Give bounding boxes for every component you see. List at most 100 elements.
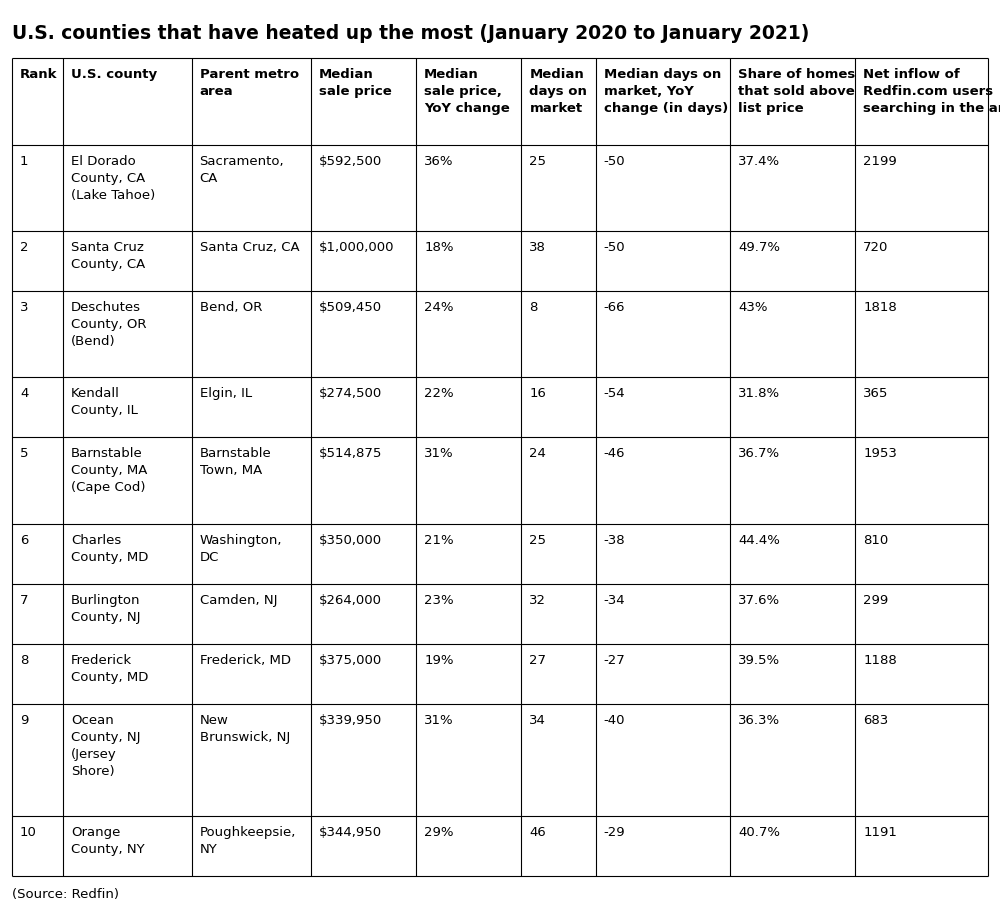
Text: 683: 683 bbox=[863, 713, 889, 726]
Text: Burlington
County, NJ: Burlington County, NJ bbox=[71, 593, 140, 623]
Text: 1953: 1953 bbox=[863, 447, 897, 460]
Text: Frederick
County, MD: Frederick County, MD bbox=[71, 653, 148, 683]
Text: 37.4%: 37.4% bbox=[738, 155, 780, 168]
Text: $509,450: $509,450 bbox=[319, 301, 382, 313]
Text: -46: -46 bbox=[604, 447, 625, 460]
Text: 36.3%: 36.3% bbox=[738, 713, 780, 726]
Text: 1188: 1188 bbox=[863, 653, 897, 666]
Text: 8: 8 bbox=[529, 301, 538, 313]
Text: 1818: 1818 bbox=[863, 301, 897, 313]
Text: 38: 38 bbox=[529, 241, 546, 254]
Text: Median days on
market, YoY
change (in days): Median days on market, YoY change (in da… bbox=[604, 68, 728, 116]
Text: -54: -54 bbox=[604, 387, 625, 400]
Text: $274,500: $274,500 bbox=[319, 387, 382, 400]
Text: Santa Cruz, CA: Santa Cruz, CA bbox=[200, 241, 299, 254]
Text: Median
sale price: Median sale price bbox=[319, 68, 391, 98]
Text: 3: 3 bbox=[20, 301, 28, 313]
Text: U.S. counties that have heated up the most (January 2020 to January 2021): U.S. counties that have heated up the mo… bbox=[12, 24, 809, 43]
Text: 720: 720 bbox=[863, 241, 889, 254]
Text: Ocean
County, NJ
(Jersey
Shore): Ocean County, NJ (Jersey Shore) bbox=[71, 713, 140, 777]
Text: 1191: 1191 bbox=[863, 825, 897, 838]
Text: Bend, OR: Bend, OR bbox=[200, 301, 262, 313]
Text: $592,500: $592,500 bbox=[319, 155, 382, 168]
Text: El Dorado
County, CA
(Lake Tahoe): El Dorado County, CA (Lake Tahoe) bbox=[71, 155, 155, 201]
Text: 46: 46 bbox=[529, 825, 546, 838]
Text: 8: 8 bbox=[20, 653, 28, 666]
Text: Washington,
DC: Washington, DC bbox=[200, 533, 282, 563]
Text: 25: 25 bbox=[529, 155, 546, 168]
Text: 16: 16 bbox=[529, 387, 546, 400]
Text: 29%: 29% bbox=[424, 825, 454, 838]
Text: 43%: 43% bbox=[738, 301, 768, 313]
Text: Median
days on
market: Median days on market bbox=[529, 68, 587, 116]
Text: 36%: 36% bbox=[424, 155, 454, 168]
Text: $344,950: $344,950 bbox=[319, 825, 382, 838]
Text: -38: -38 bbox=[604, 533, 625, 547]
Text: 24: 24 bbox=[529, 447, 546, 460]
Text: -29: -29 bbox=[604, 825, 625, 838]
Text: 49.7%: 49.7% bbox=[738, 241, 780, 254]
Text: 31.8%: 31.8% bbox=[738, 387, 780, 400]
Text: 299: 299 bbox=[863, 593, 889, 606]
Text: 27: 27 bbox=[529, 653, 546, 666]
Text: Barnstable
County, MA
(Cape Cod): Barnstable County, MA (Cape Cod) bbox=[71, 447, 147, 494]
Text: 44.4%: 44.4% bbox=[738, 533, 780, 547]
Text: 365: 365 bbox=[863, 387, 889, 400]
Text: (Source: Redfin): (Source: Redfin) bbox=[12, 887, 119, 900]
Text: Kendall
County, IL: Kendall County, IL bbox=[71, 387, 138, 417]
Text: 32: 32 bbox=[529, 593, 546, 606]
Text: 18%: 18% bbox=[424, 241, 454, 254]
Text: Rank: Rank bbox=[20, 68, 58, 81]
Text: 2199: 2199 bbox=[863, 155, 897, 168]
Text: 31%: 31% bbox=[424, 447, 454, 460]
Text: 34: 34 bbox=[529, 713, 546, 726]
Text: 31%: 31% bbox=[424, 713, 454, 726]
Text: 4: 4 bbox=[20, 387, 28, 400]
Text: 40.7%: 40.7% bbox=[738, 825, 780, 838]
Text: Elgin, IL: Elgin, IL bbox=[200, 387, 252, 400]
Text: U.S. county: U.S. county bbox=[71, 68, 157, 81]
Text: -50: -50 bbox=[604, 155, 625, 168]
Text: Orange
County, NY: Orange County, NY bbox=[71, 825, 144, 855]
Text: 10: 10 bbox=[20, 825, 37, 838]
Text: -40: -40 bbox=[604, 713, 625, 726]
Text: Share of homes
that sold above
list price: Share of homes that sold above list pric… bbox=[738, 68, 856, 116]
Text: 24%: 24% bbox=[424, 301, 454, 313]
Text: 9: 9 bbox=[20, 713, 28, 726]
Text: -27: -27 bbox=[604, 653, 625, 666]
Text: 36.7%: 36.7% bbox=[738, 447, 780, 460]
Text: 37.6%: 37.6% bbox=[738, 593, 780, 606]
Text: $264,000: $264,000 bbox=[319, 593, 382, 606]
Text: Barnstable
Town, MA: Barnstable Town, MA bbox=[200, 447, 271, 477]
Text: 2: 2 bbox=[20, 241, 28, 254]
Text: 1: 1 bbox=[20, 155, 28, 168]
Text: Frederick, MD: Frederick, MD bbox=[200, 653, 291, 666]
Text: 19%: 19% bbox=[424, 653, 454, 666]
Text: $339,950: $339,950 bbox=[319, 713, 382, 726]
Text: New
Brunswick, NJ: New Brunswick, NJ bbox=[200, 713, 290, 743]
Text: $375,000: $375,000 bbox=[319, 653, 382, 666]
Text: 7: 7 bbox=[20, 593, 28, 606]
Text: $1,000,000: $1,000,000 bbox=[319, 241, 394, 254]
Text: 21%: 21% bbox=[424, 533, 454, 547]
Text: Deschutes
County, OR
(Bend): Deschutes County, OR (Bend) bbox=[71, 301, 146, 348]
Text: -66: -66 bbox=[604, 301, 625, 313]
Text: $350,000: $350,000 bbox=[319, 533, 382, 547]
Text: Median
sale price,
YoY change: Median sale price, YoY change bbox=[424, 68, 510, 116]
Text: 25: 25 bbox=[529, 533, 546, 547]
Text: 39.5%: 39.5% bbox=[738, 653, 780, 666]
Text: Charles
County, MD: Charles County, MD bbox=[71, 533, 148, 563]
Text: Parent metro
area: Parent metro area bbox=[200, 68, 299, 98]
Text: 6: 6 bbox=[20, 533, 28, 547]
Text: Camden, NJ: Camden, NJ bbox=[200, 593, 277, 606]
Text: Net inflow of
Redfin.com users
searching in the area: Net inflow of Redfin.com users searching… bbox=[863, 68, 1000, 116]
Text: 810: 810 bbox=[863, 533, 889, 547]
Text: -34: -34 bbox=[604, 593, 625, 606]
Text: 23%: 23% bbox=[424, 593, 454, 606]
Text: Poughkeepsie,
NY: Poughkeepsie, NY bbox=[200, 825, 296, 855]
Text: $514,875: $514,875 bbox=[319, 447, 382, 460]
Text: Sacramento,
CA: Sacramento, CA bbox=[200, 155, 284, 185]
Text: Santa Cruz
County, CA: Santa Cruz County, CA bbox=[71, 241, 145, 271]
Text: 5: 5 bbox=[20, 447, 28, 460]
Text: -50: -50 bbox=[604, 241, 625, 254]
